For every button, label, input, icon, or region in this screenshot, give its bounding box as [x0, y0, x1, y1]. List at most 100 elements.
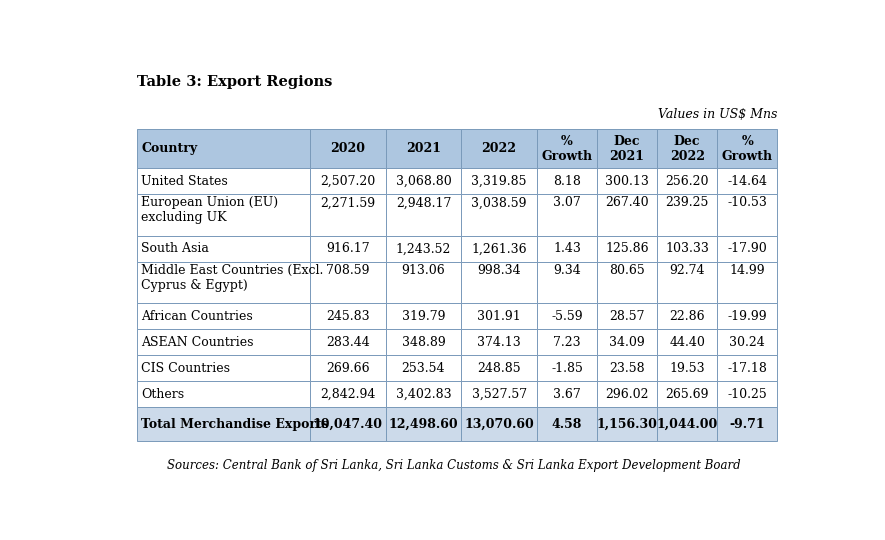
Text: United States: United States — [142, 175, 228, 188]
Bar — [537, 129, 597, 168]
Bar — [537, 168, 597, 194]
Text: Values in US$ Mns: Values in US$ Mns — [658, 109, 777, 122]
Text: 1,243.52: 1,243.52 — [396, 242, 451, 255]
Text: 913.06: 913.06 — [402, 264, 445, 277]
Text: 13,070.60: 13,070.60 — [465, 418, 534, 431]
Bar — [310, 303, 386, 329]
Bar — [461, 262, 537, 303]
Bar — [657, 194, 717, 236]
Text: 2021: 2021 — [406, 142, 441, 155]
Text: Middle East Countries (Excl.
Cyprus & Egypt): Middle East Countries (Excl. Cyprus & Eg… — [142, 264, 324, 292]
Bar — [597, 381, 657, 407]
Text: 9.34: 9.34 — [553, 264, 581, 277]
Text: 1,261.36: 1,261.36 — [471, 242, 527, 255]
Bar — [657, 262, 717, 303]
Bar — [136, 194, 310, 236]
Text: 256.20: 256.20 — [666, 175, 709, 188]
Bar — [537, 381, 597, 407]
Bar — [386, 194, 461, 236]
Bar — [597, 303, 657, 329]
Text: 3,527.57: 3,527.57 — [472, 388, 527, 401]
Text: 1,044.00: 1,044.00 — [657, 418, 718, 431]
Bar — [597, 236, 657, 262]
Text: 239.25: 239.25 — [666, 197, 709, 210]
Text: 2020: 2020 — [330, 142, 366, 155]
Bar — [717, 407, 777, 441]
Bar — [310, 329, 386, 355]
Text: 3.07: 3.07 — [553, 197, 581, 210]
Bar — [717, 194, 777, 236]
Bar — [386, 303, 461, 329]
Text: CIS Countries: CIS Countries — [142, 362, 230, 375]
Bar — [657, 236, 717, 262]
Text: 30.24: 30.24 — [729, 336, 766, 349]
Bar — [537, 329, 597, 355]
Text: Country: Country — [142, 142, 197, 155]
Bar — [461, 329, 537, 355]
Bar — [461, 236, 537, 262]
Text: 8.18: 8.18 — [553, 175, 581, 188]
Bar — [310, 194, 386, 236]
Bar — [310, 168, 386, 194]
Text: 708.59: 708.59 — [326, 264, 370, 277]
Bar — [386, 355, 461, 381]
Text: Dec
2022: Dec 2022 — [670, 135, 704, 163]
Bar — [136, 381, 310, 407]
Bar — [386, 407, 461, 441]
Bar — [717, 329, 777, 355]
Bar — [136, 303, 310, 329]
Bar — [136, 355, 310, 381]
Bar — [136, 129, 310, 168]
Text: 265.69: 265.69 — [666, 388, 709, 401]
Text: -17.90: -17.90 — [727, 242, 767, 255]
Bar — [597, 407, 657, 441]
Text: 2,507.20: 2,507.20 — [320, 175, 375, 188]
Bar — [136, 236, 310, 262]
Bar — [717, 262, 777, 303]
Bar — [597, 329, 657, 355]
Bar — [597, 129, 657, 168]
Text: 296.02: 296.02 — [605, 388, 649, 401]
Bar — [461, 407, 537, 441]
Bar — [717, 303, 777, 329]
Bar — [310, 407, 386, 441]
Text: 3,068.80: 3,068.80 — [396, 175, 451, 188]
Bar — [461, 303, 537, 329]
Text: 3.67: 3.67 — [553, 388, 581, 401]
Text: 245.83: 245.83 — [326, 310, 370, 323]
Text: 267.40: 267.40 — [605, 197, 649, 210]
Text: %
Growth: % Growth — [721, 135, 773, 163]
Text: Table 3: Export Regions: Table 3: Export Regions — [136, 75, 332, 89]
Text: -9.71: -9.71 — [729, 418, 765, 431]
Bar — [717, 236, 777, 262]
Text: %
Growth: % Growth — [542, 135, 592, 163]
Text: -17.18: -17.18 — [727, 362, 767, 375]
Text: 14.99: 14.99 — [729, 264, 765, 277]
Bar — [310, 355, 386, 381]
Text: -14.64: -14.64 — [727, 175, 767, 188]
Text: Total Merchandise Exports: Total Merchandise Exports — [142, 418, 329, 431]
Bar — [657, 355, 717, 381]
Bar — [386, 168, 461, 194]
Text: 10,047.40: 10,047.40 — [312, 418, 382, 431]
Text: -10.53: -10.53 — [727, 197, 767, 210]
Bar — [717, 168, 777, 194]
Text: Dec
2021: Dec 2021 — [610, 135, 644, 163]
Text: 300.13: 300.13 — [605, 175, 649, 188]
Bar — [461, 129, 537, 168]
Bar — [136, 262, 310, 303]
Text: European Union (EU)
excluding UK: European Union (EU) excluding UK — [142, 197, 279, 224]
Text: Others: Others — [142, 388, 185, 401]
Text: 2,948.17: 2,948.17 — [396, 197, 451, 210]
Bar — [386, 381, 461, 407]
Bar — [657, 303, 717, 329]
Text: 253.54: 253.54 — [402, 362, 445, 375]
Bar — [136, 329, 310, 355]
Text: -1.85: -1.85 — [551, 362, 583, 375]
Bar — [537, 355, 597, 381]
Bar — [386, 236, 461, 262]
Text: 28.57: 28.57 — [609, 310, 645, 323]
Text: 4.58: 4.58 — [551, 418, 582, 431]
Text: 12,498.60: 12,498.60 — [389, 418, 458, 431]
Bar — [136, 168, 310, 194]
